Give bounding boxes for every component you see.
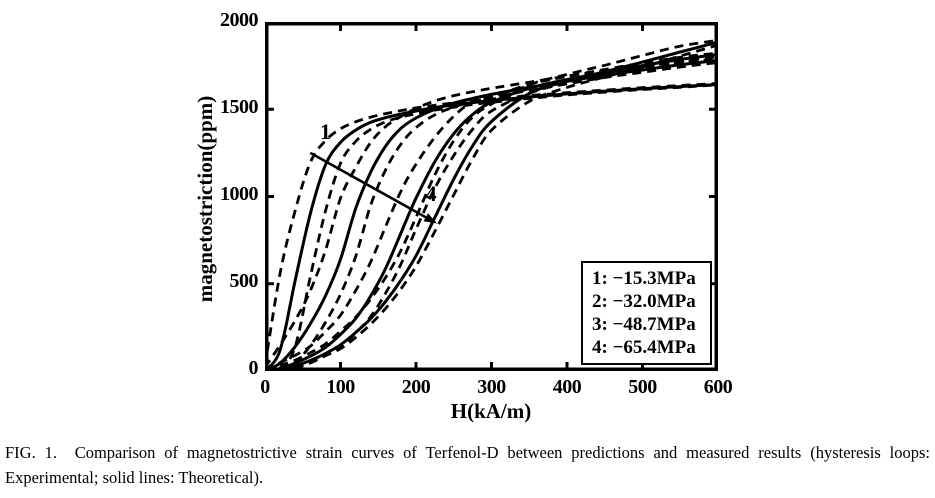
curves-plot: 14 — [265, 22, 718, 371]
curve-E2-ascending — [265, 61, 718, 371]
curve-T4 — [265, 40, 718, 371]
x-tick-label: 500 — [628, 376, 657, 398]
legend-box: 1: −15.3MPa 2: −32.0MPa 3: −48.7MPa 4: −… — [581, 261, 712, 365]
y-tick-label: 1500 — [220, 96, 259, 118]
y-tick-label: 1000 — [220, 183, 259, 205]
legend-item: 3: −48.7MPa — [592, 314, 696, 335]
annotation-label-1: 1 — [320, 119, 331, 144]
curve-E1-ascending — [265, 83, 718, 371]
x-tick-label: 200 — [401, 376, 431, 398]
annotation-label-4: 4 — [426, 181, 437, 206]
x-tick-label: 400 — [552, 376, 582, 398]
x-tick-label: 600 — [703, 376, 733, 398]
plot-frame — [265, 22, 718, 371]
legend-item: 2: −32.0MPa — [592, 291, 696, 312]
x-tick-label: 100 — [326, 376, 355, 398]
curve-E4-descending — [265, 38, 718, 371]
legend-item: 1: −15.3MPa — [592, 268, 696, 289]
curve-T2 — [265, 58, 718, 371]
curve-T1 — [265, 83, 718, 371]
y-tick-label: 2000 — [220, 9, 259, 31]
x-tick-label: 300 — [477, 376, 506, 398]
direction-arrowhead — [423, 213, 438, 224]
y-tick-label: 0 — [248, 357, 259, 379]
curve-E2-descending — [265, 57, 718, 369]
direction-arrow — [309, 151, 427, 219]
legend-item: 4: −65.4MPa — [592, 337, 696, 358]
x-tick-label: 0 — [260, 376, 270, 398]
figure-caption: FIG. 1. Comparison of magnetostrictive s… — [5, 443, 930, 487]
x-axis-title: H(kA/m) — [450, 399, 532, 423]
curve-E3-descending — [265, 51, 718, 371]
y-tick-label: 500 — [229, 270, 259, 292]
